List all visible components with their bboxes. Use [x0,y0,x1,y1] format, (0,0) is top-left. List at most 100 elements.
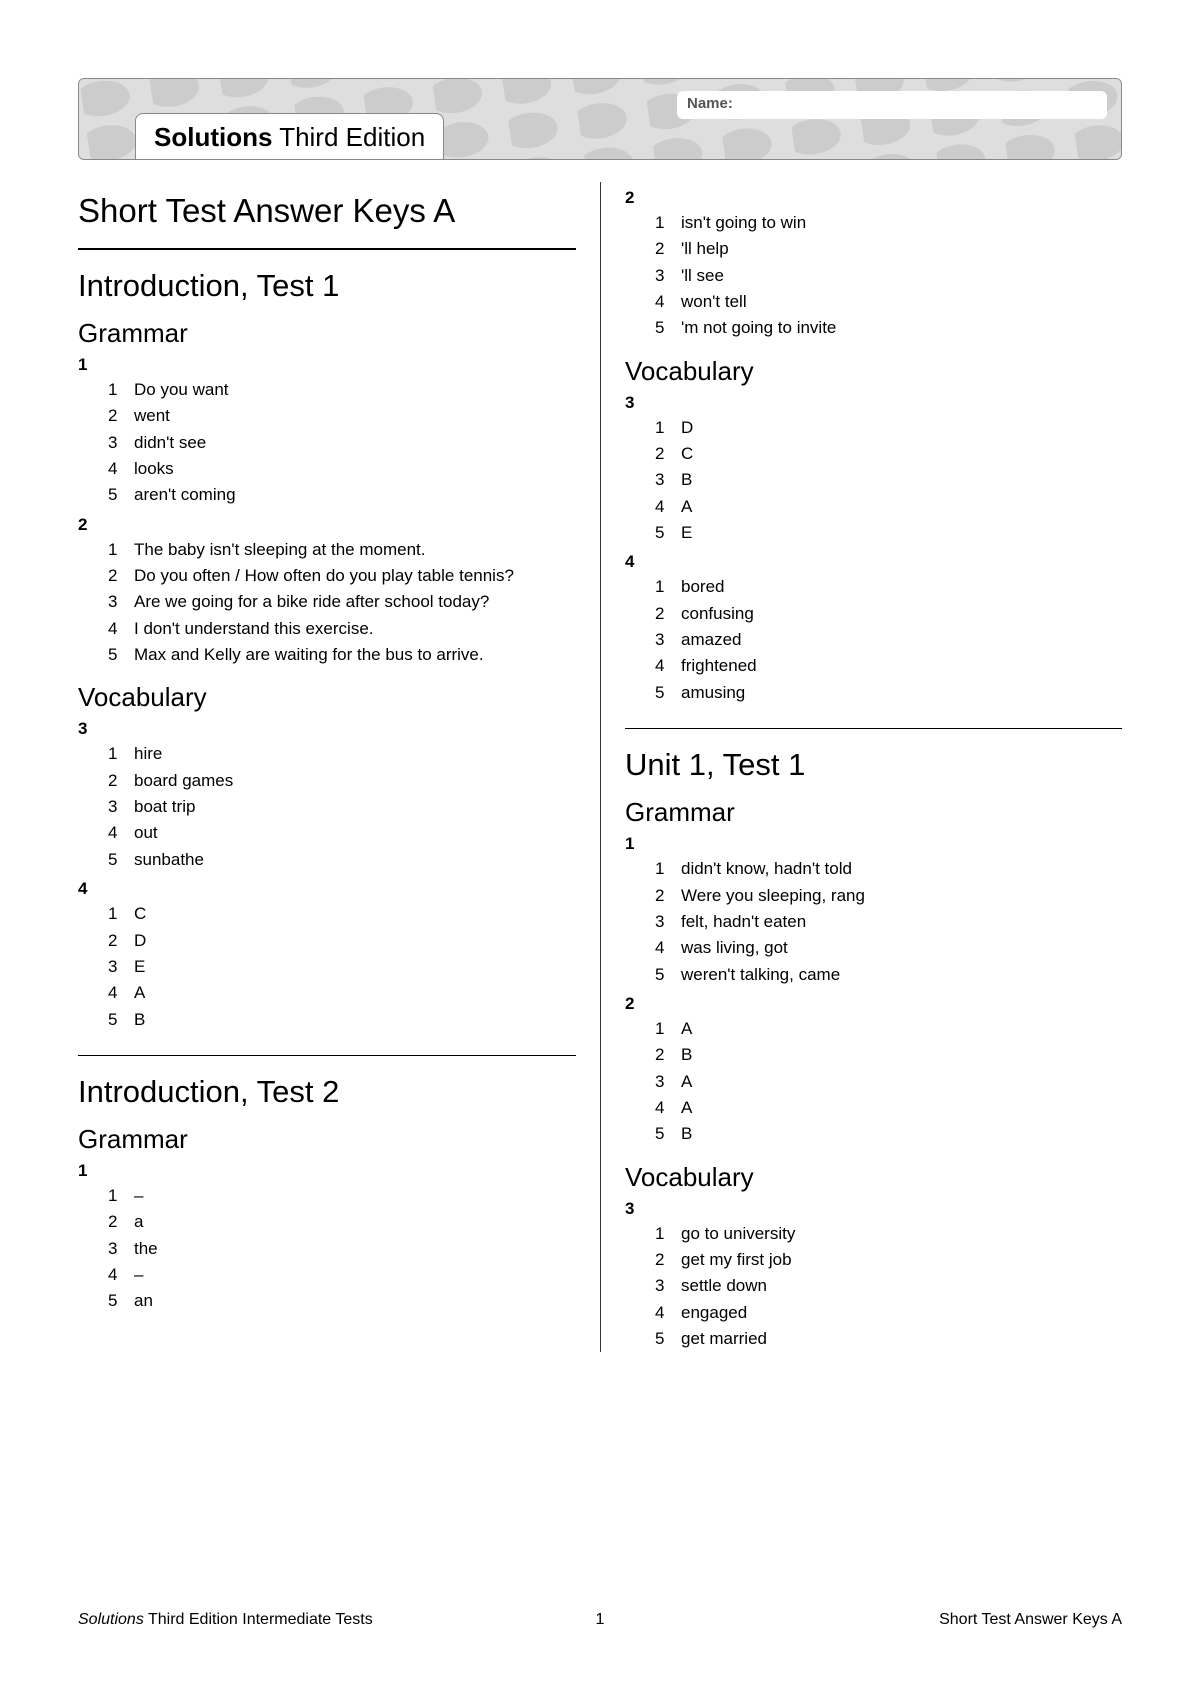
answer-index: 1 [655,856,681,882]
answer-item: 2get my first job [655,1247,1122,1273]
answer-text: went [134,403,170,429]
answer-text: go to university [681,1221,795,1247]
answer-index: 2 [108,768,134,794]
answer-text: D [681,415,693,441]
page-title: Short Test Answer Keys A [78,192,576,250]
answer-index: 5 [655,1121,681,1147]
answer-item: 1didn't know, hadn't told [655,856,1122,882]
answer-list: 1D2C3B4A5E [625,415,1122,547]
answer-text: C [681,441,693,467]
answer-index: 3 [655,909,681,935]
answer-item: 3the [108,1236,576,1262]
answer-text: A [681,494,692,520]
answer-index: 5 [655,520,681,546]
answer-index: 1 [655,1221,681,1247]
answer-text: A [134,980,145,1006]
answer-index: 2 [655,441,681,467]
name-label: Name: [687,95,733,112]
question-number: 1 [78,355,576,375]
answer-index: 1 [108,537,134,563]
footer-left-italic: Solutions [78,1611,144,1628]
answer-text: boat trip [134,794,195,820]
answer-text: the [134,1236,158,1262]
answer-text: a [134,1209,143,1235]
answer-item: 5aren't coming [108,482,576,508]
section-divider [625,728,1122,729]
answer-text: 'm not going to invite [681,315,836,341]
subsection-title: Grammar [78,1124,576,1155]
answer-text: amusing [681,680,745,706]
footer-right: Short Test Answer Keys A [939,1611,1122,1629]
answer-text: The baby isn't sleeping at the moment. [134,537,425,563]
header-banner: Name: Solutions Third Edition [78,78,1122,160]
answer-index: 3 [655,263,681,289]
question-number: 2 [625,188,1122,208]
answer-item: 1hire [108,741,576,767]
answer-text: felt, hadn't eaten [681,909,806,935]
answer-list: 1go to university2get my first job3settl… [625,1221,1122,1353]
answer-index: 3 [108,794,134,820]
answer-text: I don't understand this exercise. [134,616,374,642]
answer-list: 1C2D3E4A5B [78,901,576,1033]
answer-text: A [681,1016,692,1042]
answer-item: 3felt, hadn't eaten [655,909,1122,935]
answer-item: 4engaged [655,1300,1122,1326]
answer-item: 3B [655,467,1122,493]
answer-text: aren't coming [134,482,236,508]
answer-text: Max and Kelly are waiting for the bus to… [134,642,484,668]
answer-index: 3 [655,627,681,653]
answer-item: 4A [655,494,1122,520]
answer-item: 4looks [108,456,576,482]
answer-index: 1 [655,574,681,600]
answer-text: C [134,901,146,927]
answer-list: 1isn't going to win2'll help3'll see4won… [625,210,1122,342]
answer-item: 2board games [108,768,576,794]
answer-text: D [134,928,146,954]
section-divider [78,1055,576,1056]
answer-index: 4 [108,616,134,642]
answer-index: 1 [108,901,134,927]
answer-index: 5 [108,1007,134,1033]
answer-index: 4 [655,653,681,679]
answer-index: 3 [108,1236,134,1262]
answer-text: B [681,1121,692,1147]
answer-item: 1A [655,1016,1122,1042]
answer-text: an [134,1288,153,1314]
page-footer: Solutions Third Edition Intermediate Tes… [78,1611,1122,1629]
answer-text: 'll help [681,236,729,262]
answer-item: 1go to university [655,1221,1122,1247]
question-number: 2 [625,994,1122,1014]
answer-text: amazed [681,627,741,653]
answer-text: hire [134,741,162,767]
question-number: 4 [78,879,576,899]
answer-item: 4won't tell [655,289,1122,315]
answer-item: 1The baby isn't sleeping at the moment. [108,537,576,563]
answer-item: 1bored [655,574,1122,600]
answer-index: 5 [108,847,134,873]
answer-item: 5get married [655,1326,1122,1352]
answer-index: 1 [108,377,134,403]
name-field[interactable]: Name: [677,91,1107,119]
answer-index: 2 [655,1247,681,1273]
answer-list: 1–2a3the4–5an [78,1183,576,1315]
answer-text: didn't know, hadn't told [681,856,852,882]
answer-item: 5E [655,520,1122,546]
answer-index: 5 [108,482,134,508]
answer-item: 1D [655,415,1122,441]
right-column: 21isn't going to win2'll help3'll see4wo… [600,182,1122,1352]
answer-index: 2 [108,1209,134,1235]
answer-text: Do you often / How often do you play tab… [134,563,514,589]
answer-text: bored [681,574,724,600]
answer-text: B [681,1042,692,1068]
answer-text: settle down [681,1273,767,1299]
answer-index: 4 [108,980,134,1006]
answer-index: 5 [655,315,681,341]
question-number: 3 [78,719,576,739]
answer-index: 1 [655,415,681,441]
answer-item: 3amazed [655,627,1122,653]
answer-text: looks [134,456,174,482]
answer-item: 4out [108,820,576,846]
footer-left: Solutions Third Edition Intermediate Tes… [78,1611,373,1629]
answer-index: 2 [108,928,134,954]
answer-item: 4– [108,1262,576,1288]
